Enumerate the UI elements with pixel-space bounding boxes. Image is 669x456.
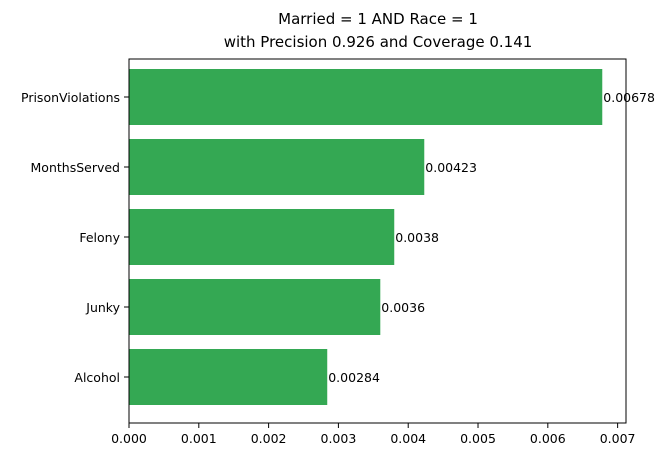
y-tick-label-alcohol: Alcohol (74, 370, 120, 385)
x-tick-label-5: 0.005 (460, 431, 496, 446)
bar-prisonviolations (129, 69, 603, 125)
plot-frame (128, 58, 627, 424)
bars-group: 0.00678 0.00423 0.0038 0.0036 0.00284 (129, 69, 655, 405)
x-tick-label-7: 0.007 (600, 431, 636, 446)
y-tick-label-junky: Junky (85, 300, 120, 315)
bar-junky (129, 279, 381, 335)
data-label-alcohol: 0.00284 (328, 370, 380, 385)
x-tick-label-3: 0.003 (321, 431, 357, 446)
x-tick-label-2: 0.002 (251, 431, 287, 446)
x-tick-label-0: 0.000 (111, 431, 147, 446)
x-tick-label-1: 0.001 (181, 431, 217, 446)
data-label-felony: 0.0038 (395, 230, 439, 245)
data-label-prisonviolations: 0.00678 (603, 90, 655, 105)
x-tick-label-4: 0.004 (390, 431, 426, 446)
y-tick-label-felony: Felony (79, 230, 120, 245)
bar-alcohol (129, 349, 328, 405)
bar-monthsserved (129, 139, 425, 195)
x-ticks: 0.000 0.001 0.002 0.003 0.004 0.005 0.006 0.007 (111, 423, 636, 446)
bar-felony (129, 209, 395, 265)
data-label-junky: 0.0036 (381, 300, 425, 315)
data-label-monthsserved: 0.00423 (425, 160, 477, 175)
y-tick-label-monthsserved: MonthsServed (31, 160, 120, 175)
x-tick-label-6: 0.006 (530, 431, 566, 446)
chart-title-line2: with Precision 0.926 and Coverage 0.141 (224, 33, 533, 51)
chart-title-line1: Married = 1 AND Race = 1 (278, 10, 478, 28)
y-tick-label-prisonviolations: PrisonViolations (21, 90, 120, 105)
y-tick-labels: PrisonViolations MonthsServed Felony Junky A… (21, 90, 129, 385)
